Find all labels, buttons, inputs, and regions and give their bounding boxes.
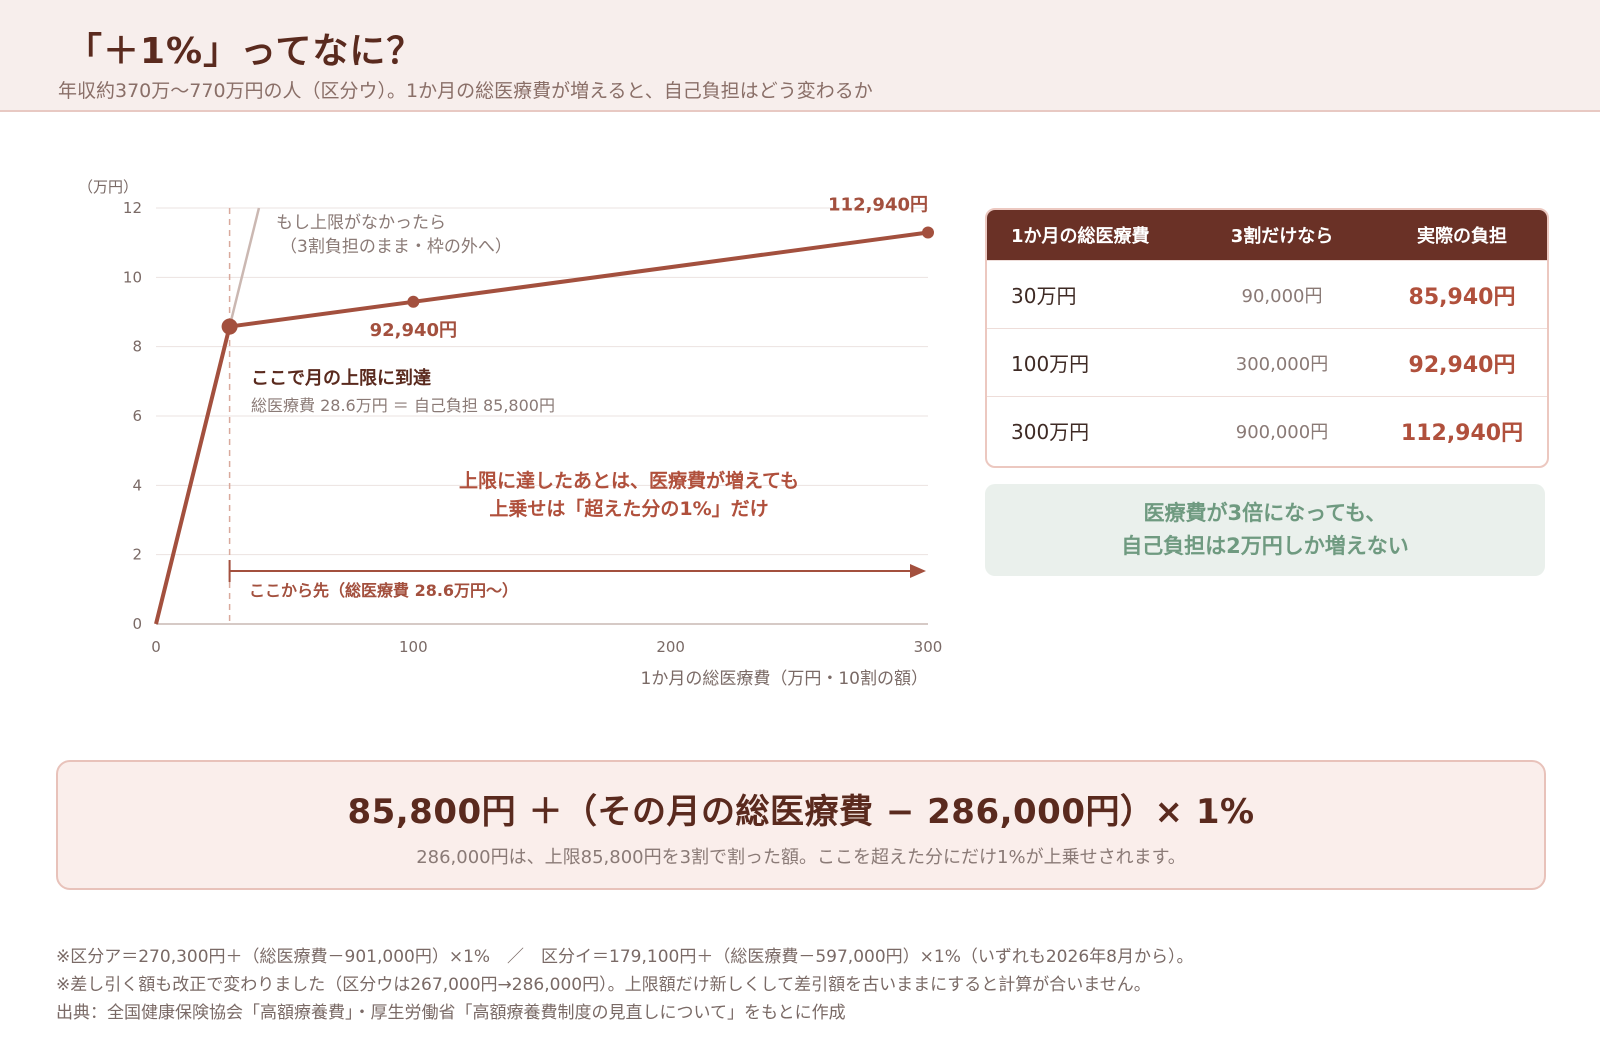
series-line xyxy=(154,230,929,625)
data-point xyxy=(922,226,934,239)
uncapped-note-2: （3割負担のまま・枠の外へ） xyxy=(280,237,512,257)
summary-table: 1か月の総医療費 3割だけなら 実際の負担 30万円 90,000円 85,94… xyxy=(985,208,1549,468)
formula-note: 286,000円は、上限85,800円を3割で割った額。ここを超えた分にだけ1%… xyxy=(416,847,1186,868)
data-label: 112,940円 xyxy=(828,194,928,215)
footnotes: ※区分ア＝270,300円＋（総医療費－901,000円）×1% ／ 区分イ＝1… xyxy=(56,943,1193,1027)
footnote-line: ※区分ア＝270,300円＋（総医療費－901,000円）×1% ／ 区分イ＝1… xyxy=(56,947,1194,967)
formula-main: 85,800円 ＋（その月の総医療費 − 286,000円）× 1% xyxy=(347,792,1255,832)
page-title: 「＋1%」ってなに？ xyxy=(66,31,424,72)
callout-line-1: 医療費が3倍になっても、 xyxy=(1143,501,1387,525)
table-row: 30万円 90,000円 85,940円 xyxy=(987,260,1547,328)
callout-box: 医療費が3倍になっても、 自己負担は2万円しか増えない xyxy=(985,484,1545,576)
x-axis-label: 1か月の総医療費（万円・10割の額） xyxy=(641,669,928,689)
cell-total: 30万円 xyxy=(1011,284,1077,308)
y-tick-label: 0 xyxy=(132,615,142,633)
x-axis-ticks: 0 100 200 300 xyxy=(151,638,942,656)
cell-three-pct: 90,000円 xyxy=(1241,285,1323,307)
after-note-1: 上限に達したあとは、医療費が増えても xyxy=(459,469,799,492)
x-tick-label: 300 xyxy=(914,638,943,656)
formula-box: 85,800円 ＋（その月の総医療費 − 286,000円）× 1% 286,0… xyxy=(56,760,1546,890)
y-tick-label: 10 xyxy=(123,268,142,286)
header: 「＋1%」ってなに？ 年収約370万〜770万円の人（区分ウ）。1か月の総医療費… xyxy=(0,0,1600,112)
data-point xyxy=(407,295,420,308)
uncapped-line xyxy=(228,207,261,327)
y-tick-label: 4 xyxy=(132,476,142,494)
cell-three-pct: 300,000円 xyxy=(1235,353,1329,375)
table-row: 300万円 900,000円 112,940円 xyxy=(987,396,1547,464)
x-tick-label: 0 xyxy=(151,638,161,656)
uncapped-note-1: もし上限がなかったら xyxy=(276,213,446,233)
cap-detail: 総医療費 28.6万円 ＝ 自己負担 85,800円 xyxy=(251,396,555,415)
series-group: 92,940円 112,940円 xyxy=(154,194,934,625)
header-actual: 実際の負担 xyxy=(1417,226,1507,247)
y-axis-label: （万円） xyxy=(78,178,138,196)
cell-total: 300万円 xyxy=(1011,420,1090,444)
x-tick-label: 200 xyxy=(656,638,685,656)
y-tick-label: 12 xyxy=(123,199,142,217)
callout-line-2: 自己負担は2万円しか増えない xyxy=(1121,534,1409,558)
range-arrow-label: ここから先（総医療費 28.6万円〜） xyxy=(249,581,518,600)
y-axis-ticks: 0 2 4 6 8 10 12 xyxy=(123,199,142,633)
footnote-line: ※差し引く額も改正で変わりました（区分ウは267,000円→286,000円）。… xyxy=(56,975,1151,995)
chart-grid xyxy=(156,207,928,625)
data-label: 92,940円 xyxy=(370,320,457,341)
page-subtitle: 年収約370万〜770万円の人（区分ウ）。1か月の総医療費が増えると、自己負担は… xyxy=(58,80,873,102)
header-three-pct: 3割だけなら xyxy=(1230,226,1334,247)
y-tick-label: 6 xyxy=(132,407,142,425)
after-note-2: 上乗せは「超えた分の1%」だけ xyxy=(489,497,768,520)
table-header: 1か月の総医療費 3割だけなら 実際の負担 xyxy=(987,210,1547,260)
cap-title: ここで月の上限に到達 xyxy=(251,368,431,389)
source-line: 出典：全国健康保険協会「高額療養費」・厚生労働省「高額療養費制度の見直しについて… xyxy=(56,1003,846,1023)
cell-actual: 112,940円 xyxy=(1400,420,1524,446)
table-row: 100万円 300,000円 92,940円 xyxy=(987,328,1547,396)
cell-actual: 92,940円 xyxy=(1408,352,1516,378)
data-point xyxy=(221,318,238,335)
y-tick-label: 2 xyxy=(132,546,142,564)
chart: 0 2 4 6 8 10 12 0 100 200 300 （万円） 1か月の総医療費（万円・10… xyxy=(78,178,942,689)
header-total: 1か月の総医療費 xyxy=(1011,226,1150,247)
x-tick-label: 100 xyxy=(399,638,428,656)
range-arrow-head xyxy=(910,564,926,578)
y-tick-label: 8 xyxy=(132,338,142,356)
cell-three-pct: 900,000円 xyxy=(1235,421,1329,443)
cell-total: 100万円 xyxy=(1011,352,1090,376)
cell-actual: 85,940円 xyxy=(1408,284,1516,310)
